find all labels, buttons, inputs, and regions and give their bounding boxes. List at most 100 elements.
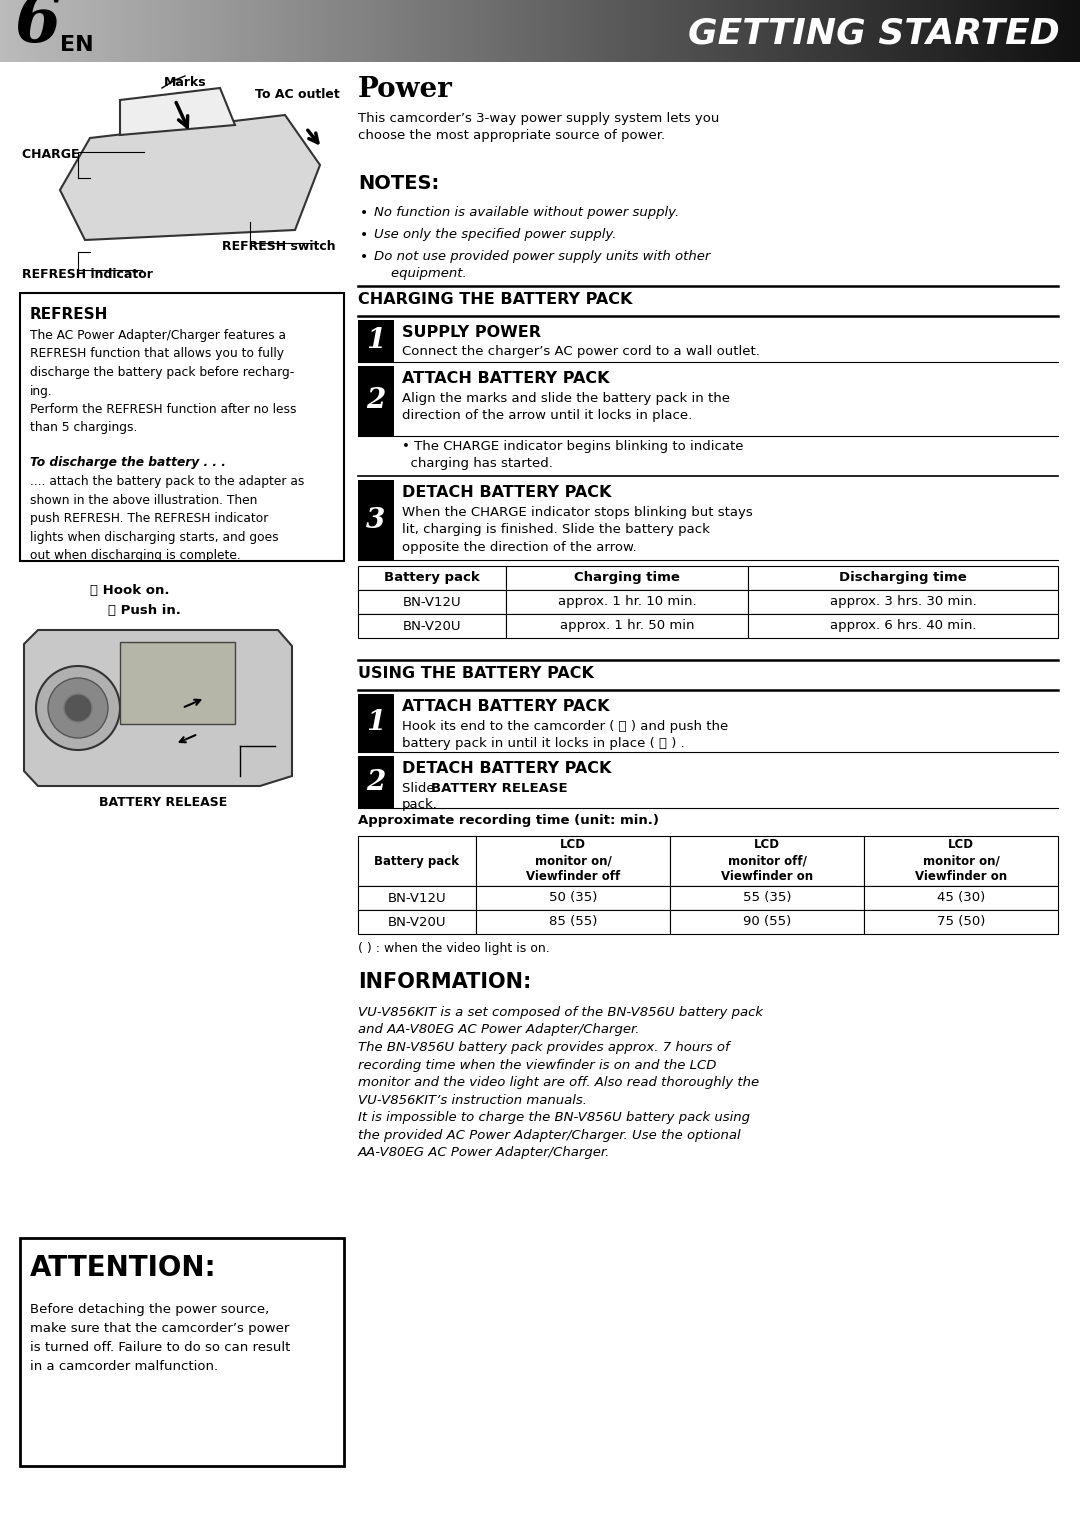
Bar bbox=[864, 911, 1058, 934]
Text: ATTACH BATTERY PACK: ATTACH BATTERY PACK bbox=[402, 371, 609, 386]
Text: REFRESH: REFRESH bbox=[30, 307, 108, 322]
Text: 50 (35): 50 (35) bbox=[549, 892, 597, 904]
Text: approx. 1 hr. 10 min.: approx. 1 hr. 10 min. bbox=[557, 595, 697, 609]
Bar bbox=[670, 911, 864, 934]
Text: BN-V20U: BN-V20U bbox=[388, 915, 446, 929]
Bar bbox=[357, 566, 507, 590]
Text: 3: 3 bbox=[366, 506, 386, 533]
Bar bbox=[476, 835, 670, 886]
Text: ATTENTION:: ATTENTION: bbox=[30, 1254, 217, 1282]
Bar bbox=[670, 886, 864, 911]
Text: Do not use provided power supply units with other
    equipment.: Do not use provided power supply units w… bbox=[374, 250, 711, 279]
Text: Before detaching the power source,
make sure that the camcorder’s power
is turne: Before detaching the power source, make … bbox=[30, 1303, 291, 1374]
Text: Battery pack: Battery pack bbox=[375, 854, 459, 868]
Bar bbox=[357, 615, 507, 638]
Text: Power: Power bbox=[357, 77, 453, 103]
Bar bbox=[476, 911, 670, 934]
Text: BATTERY RELEASE: BATTERY RELEASE bbox=[431, 782, 568, 796]
Text: NOTES:: NOTES: bbox=[357, 175, 440, 193]
Bar bbox=[21, 293, 345, 561]
Text: 90 (55): 90 (55) bbox=[743, 915, 792, 929]
Text: approx. 1 hr. 50 min: approx. 1 hr. 50 min bbox=[559, 619, 694, 633]
Text: Hook its end to the camcorder ( Ⓐ ) and push the
battery pack in until it locks : Hook its end to the camcorder ( Ⓐ ) and … bbox=[402, 721, 728, 751]
Bar bbox=[670, 835, 864, 886]
Text: VU-V856KIT is a set composed of the BN-V856U battery pack
and AA-V80EG AC Power : VU-V856KIT is a set composed of the BN-V… bbox=[357, 1006, 762, 1159]
Text: ATTACH BATTERY PACK: ATTACH BATTERY PACK bbox=[402, 699, 609, 714]
Text: 85 (55): 85 (55) bbox=[549, 915, 597, 929]
Text: No function is available without power supply.: No function is available without power s… bbox=[374, 205, 679, 219]
Text: REFRESH indicator: REFRESH indicator bbox=[22, 268, 153, 281]
Text: 75 (50): 75 (50) bbox=[936, 915, 985, 929]
Text: REFRESH switch: REFRESH switch bbox=[222, 241, 336, 253]
Text: INFORMATION:: INFORMATION: bbox=[357, 972, 531, 992]
Bar bbox=[864, 835, 1058, 886]
Text: LCD
monitor on/
Viewfinder off: LCD monitor on/ Viewfinder off bbox=[526, 839, 620, 883]
Text: 45 (30): 45 (30) bbox=[936, 892, 985, 904]
Text: SUPPLY POWER: SUPPLY POWER bbox=[402, 325, 541, 340]
Text: Battery pack: Battery pack bbox=[384, 572, 480, 584]
Text: When the CHARGE indicator stops blinking but stays
lit, charging is finished. Sl: When the CHARGE indicator stops blinking… bbox=[402, 506, 753, 553]
Text: 1: 1 bbox=[366, 328, 386, 354]
Text: DETACH BATTERY PACK: DETACH BATTERY PACK bbox=[402, 484, 611, 500]
Bar bbox=[357, 480, 394, 560]
Text: approx. 3 hrs. 30 min.: approx. 3 hrs. 30 min. bbox=[829, 595, 976, 609]
Text: Marks: Marks bbox=[164, 77, 206, 89]
Bar bbox=[21, 1239, 345, 1466]
Text: EN: EN bbox=[60, 35, 94, 55]
Text: GETTING STARTED: GETTING STARTED bbox=[688, 15, 1059, 51]
Bar bbox=[357, 320, 394, 362]
Text: CHARGING THE BATTERY PACK: CHARGING THE BATTERY PACK bbox=[357, 291, 633, 307]
Text: Ⓑ Push in.: Ⓑ Push in. bbox=[108, 604, 180, 616]
Text: USING THE BATTERY PACK: USING THE BATTERY PACK bbox=[357, 665, 594, 681]
Text: To AC outlet: To AC outlet bbox=[255, 87, 340, 101]
Bar bbox=[748, 615, 1058, 638]
Bar bbox=[507, 590, 748, 615]
Text: BATTERY RELEASE: BATTERY RELEASE bbox=[99, 796, 227, 809]
Text: approx. 6 hrs. 40 min.: approx. 6 hrs. 40 min. bbox=[829, 619, 976, 633]
Text: This camcorder’s 3-way power supply system lets you
choose the most appropriate : This camcorder’s 3-way power supply syst… bbox=[357, 112, 719, 143]
Text: 55 (35): 55 (35) bbox=[743, 892, 792, 904]
Text: 2: 2 bbox=[366, 768, 386, 796]
Text: BN-V12U: BN-V12U bbox=[403, 595, 461, 609]
Text: Ⓐ Hook on.: Ⓐ Hook on. bbox=[90, 584, 170, 596]
Text: LCD
monitor off/
Viewfinder on: LCD monitor off/ Viewfinder on bbox=[721, 839, 813, 883]
Text: Connect the charger’s AC power cord to a wall outlet.: Connect the charger’s AC power cord to a… bbox=[402, 345, 760, 359]
Text: 2: 2 bbox=[366, 388, 386, 414]
Text: BN-V12U: BN-V12U bbox=[388, 892, 446, 904]
Bar bbox=[120, 642, 235, 724]
Text: Slide: Slide bbox=[402, 782, 438, 796]
Text: BN-V20U: BN-V20U bbox=[403, 619, 461, 633]
Text: The AC Power Adapter/Charger features a
REFRESH function that allows you to full: The AC Power Adapter/Charger features a … bbox=[30, 330, 297, 434]
Bar bbox=[864, 886, 1058, 911]
Bar bbox=[748, 566, 1058, 590]
Polygon shape bbox=[24, 630, 292, 786]
Text: •: • bbox=[360, 205, 368, 221]
Bar bbox=[357, 756, 394, 808]
Text: •: • bbox=[360, 228, 368, 242]
Bar bbox=[507, 566, 748, 590]
Text: DETACH BATTERY PACK: DETACH BATTERY PACK bbox=[402, 760, 611, 776]
Circle shape bbox=[48, 678, 108, 737]
Text: Use only the specified power supply.: Use only the specified power supply. bbox=[374, 228, 617, 241]
Text: 1: 1 bbox=[366, 710, 386, 736]
Bar bbox=[357, 694, 394, 753]
Text: Discharging time: Discharging time bbox=[839, 572, 967, 584]
Bar bbox=[507, 615, 748, 638]
Text: Approximate recording time (unit: min.): Approximate recording time (unit: min.) bbox=[357, 814, 659, 826]
Text: ( ) : when the video light is on.: ( ) : when the video light is on. bbox=[357, 941, 550, 955]
Text: To discharge the battery . . .: To discharge the battery . . . bbox=[30, 455, 226, 469]
Text: • The CHARGE indicator begins blinking to indicate
  charging has started.: • The CHARGE indicator begins blinking t… bbox=[402, 440, 743, 471]
Text: LCD
monitor on/
Viewfinder on: LCD monitor on/ Viewfinder on bbox=[915, 839, 1007, 883]
Text: Align the marks and slide the battery pack in the
direction of the arrow until i: Align the marks and slide the battery pa… bbox=[402, 392, 730, 423]
Text: CHARGE indicator: CHARGE indicator bbox=[22, 149, 146, 161]
Text: Charging time: Charging time bbox=[575, 572, 680, 584]
Polygon shape bbox=[120, 87, 235, 135]
Bar bbox=[357, 886, 476, 911]
Circle shape bbox=[36, 665, 120, 750]
Bar bbox=[357, 590, 507, 615]
Circle shape bbox=[64, 694, 92, 722]
Text: 6: 6 bbox=[14, 0, 60, 57]
Bar bbox=[357, 366, 394, 435]
Bar bbox=[748, 590, 1058, 615]
Bar bbox=[476, 886, 670, 911]
